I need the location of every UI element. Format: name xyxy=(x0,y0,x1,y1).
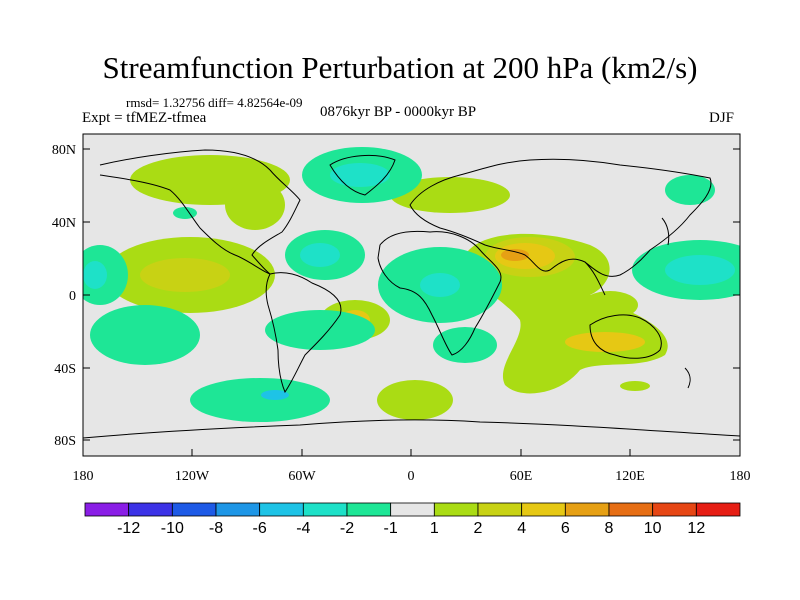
lon-label-120w: 120W xyxy=(175,469,210,484)
pos-field-southern-ocean xyxy=(377,380,453,420)
period-label: 0876kyr BP - 0000kyr BP xyxy=(320,104,477,120)
pos-field-west-pacific xyxy=(582,291,638,319)
colorbar-swatch xyxy=(302,502,348,517)
pos-field-australia-south xyxy=(620,381,650,391)
neg-field-drake-passage xyxy=(190,378,330,422)
colorbar-swatch xyxy=(390,502,435,517)
lon-label-0: 0 xyxy=(408,469,415,484)
coast-indochina xyxy=(584,261,606,296)
colorbar-swatch xyxy=(128,502,173,517)
pos-field-canada xyxy=(225,180,285,230)
coast-south-america xyxy=(265,272,342,394)
neg3-field-drake xyxy=(261,390,289,400)
colorbar-label: 2 xyxy=(474,520,483,537)
coast-antarctica xyxy=(83,419,740,439)
colorbar-label: 6 xyxy=(561,520,570,537)
colorbar-swatch xyxy=(346,502,392,517)
colorbar-label: 8 xyxy=(605,520,614,537)
colorbar-label: -12 xyxy=(117,520,140,537)
lat-label-80s: 80S xyxy=(54,434,76,449)
neg-field-north-pacific xyxy=(665,175,715,205)
neg-field-south-indian-small xyxy=(173,207,197,219)
coast-australia xyxy=(589,314,662,359)
pos3-field-australia xyxy=(565,332,645,352)
lat-label-40n: 40N xyxy=(52,216,76,231)
colorbar-label: -8 xyxy=(209,520,223,537)
colorbar-label: -10 xyxy=(161,520,184,537)
pos2-field-east-pacific xyxy=(140,258,230,292)
colorbar-swatch xyxy=(521,502,566,517)
lon-label-60w: 60W xyxy=(288,469,316,484)
neg2-field-greenland xyxy=(330,163,390,187)
colorbar-label: -6 xyxy=(253,520,267,537)
neg2-field-africa xyxy=(420,273,460,297)
colorbar-swatch xyxy=(477,502,523,517)
lon-label-180w: 180 xyxy=(73,469,94,484)
pos4-field-arabia xyxy=(501,249,529,261)
lat-label-80n: 80N xyxy=(52,143,76,158)
lat-label-0: 0 xyxy=(69,289,76,304)
colorbar-swatch xyxy=(215,502,261,517)
neg2-field-west-pacific xyxy=(665,255,735,285)
colorbar-label: -1 xyxy=(384,520,398,537)
pos-field-europe xyxy=(390,177,510,213)
neg-field-central-pacific xyxy=(90,305,200,365)
colorbar-label: 4 xyxy=(517,520,526,537)
plot-title: Streamfunction Perturbation at 200 hPa (… xyxy=(102,50,698,85)
coast-greenland xyxy=(329,155,396,196)
colorbar-label: 10 xyxy=(644,520,662,537)
coast-europe-asia xyxy=(409,158,712,277)
coast-new-zealand xyxy=(684,367,691,389)
colorbar-label: -2 xyxy=(340,520,354,537)
lat-ticks xyxy=(83,148,740,441)
colorbar-swatch xyxy=(84,502,130,517)
neg2-field-tropical-atlantic xyxy=(300,243,340,267)
anomaly-fields xyxy=(83,147,740,422)
rmsd-stats: rmsd= 1.32756 diff= 4.82564e-09 xyxy=(126,95,303,110)
neg-field-south-america xyxy=(265,310,375,350)
coast-japan xyxy=(661,217,670,246)
lon-ticks xyxy=(191,449,631,456)
colorbar-swatch xyxy=(652,502,697,517)
coast-north-america xyxy=(99,149,301,275)
lat-label-40s: 40S xyxy=(54,362,76,377)
colorbar-label: 12 xyxy=(687,520,705,537)
colorbar-swatch xyxy=(171,502,217,517)
neg2-field-pacific-pole xyxy=(83,261,107,289)
lon-label-180e: 180 xyxy=(730,469,751,484)
colorbar-swatch xyxy=(259,502,304,517)
colorbar-label: 1 xyxy=(430,520,439,537)
colorbar-swatch xyxy=(695,502,741,517)
lon-label-120e: 120E xyxy=(615,469,645,484)
colorbar-label: -4 xyxy=(296,520,310,537)
experiment-label: Expt = tfMEZ-tfmea xyxy=(82,110,207,126)
colorbar-swatch xyxy=(608,502,654,517)
coastlines xyxy=(83,149,740,439)
season-label: DJF xyxy=(709,110,735,126)
colorbar-swatch xyxy=(433,502,479,517)
colorbar-swatch xyxy=(564,502,610,517)
lon-label-60e: 60E xyxy=(510,469,533,484)
coast-africa xyxy=(377,230,502,356)
colorbar: -12 -10 -8 -6 -4 -2 -1 1 2 4 6 8 10 12 xyxy=(84,502,741,537)
